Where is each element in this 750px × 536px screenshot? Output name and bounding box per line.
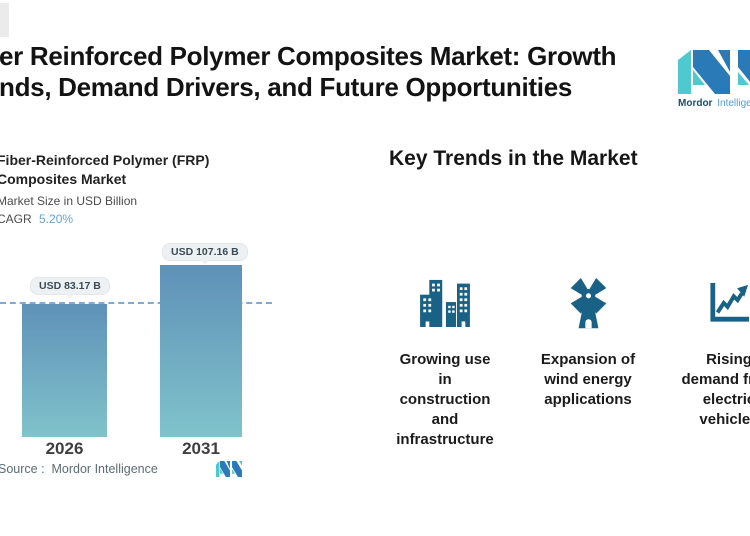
cagr-row: CAGR 5.20% [0, 212, 209, 226]
chart-title: Fiber-Reinforced Polymer (FRP) Composite… [0, 151, 209, 189]
chart-title-line2: Composites Market [0, 171, 127, 187]
bar-2031 [160, 265, 242, 437]
trends-title: Key Trends in the Market [389, 147, 638, 170]
x-axis-label-2026: 2026 [45, 439, 84, 458]
cagr-value: 5.20% [39, 212, 74, 226]
reference-dashed-line [0, 302, 272, 304]
chart-up-icon [673, 276, 750, 330]
source-text: Source : Mordor Intelligence [0, 462, 158, 476]
bar-value-label-2026: USD 83.17 B [30, 277, 110, 295]
mordor-logo-icon [678, 50, 750, 94]
brand-name-bold: Mordor [678, 98, 713, 109]
trend-item-construction: Growing use in construction and infrastr… [389, 276, 501, 450]
cagr-label: CAGR [0, 212, 32, 226]
trend-label-wind-energy: Expansion of wind energy applications [540, 351, 636, 408]
trend-label-electric-vehicles: Rising demand from electric vehicles [681, 351, 750, 428]
mordor-logo-mini-icon [216, 461, 246, 482]
x-axis-label-2031: 2031 [182, 439, 220, 458]
brand-name: Mordor Intelligence [678, 98, 750, 109]
page-title-line1: er Reinforced Polymer Composites Market:… [0, 41, 617, 71]
clipped-ui-artifact [0, 3, 9, 37]
chart-header: Fiber-Reinforced Polymer (FRP) Composite… [0, 151, 209, 226]
page-title-line2: nds, Demand Drivers, and Future Opportun… [0, 72, 573, 102]
chart-title-line1: Fiber-Reinforced Polymer (FRP) [0, 152, 210, 168]
trend-item-electric-vehicles: Rising demand from electric vehicles [673, 276, 750, 430]
brand-logo: Mordor Intelligence [678, 50, 750, 112]
page-title: er Reinforced Polymer Composites Market:… [0, 41, 617, 103]
trend-label-construction: Growing use in construction and infrastr… [396, 351, 494, 448]
buildings-icon [389, 276, 501, 330]
chart-subtitle: Market Size in USD Billion [0, 194, 138, 208]
brand-name-light: Intelligence [717, 98, 750, 109]
windmill-icon [532, 276, 644, 330]
bar-2026 [22, 304, 107, 437]
bar-value-label-2031: USD 107.16 B [162, 243, 248, 261]
trend-item-wind-energy: Expansion of wind energy applications [532, 276, 644, 410]
